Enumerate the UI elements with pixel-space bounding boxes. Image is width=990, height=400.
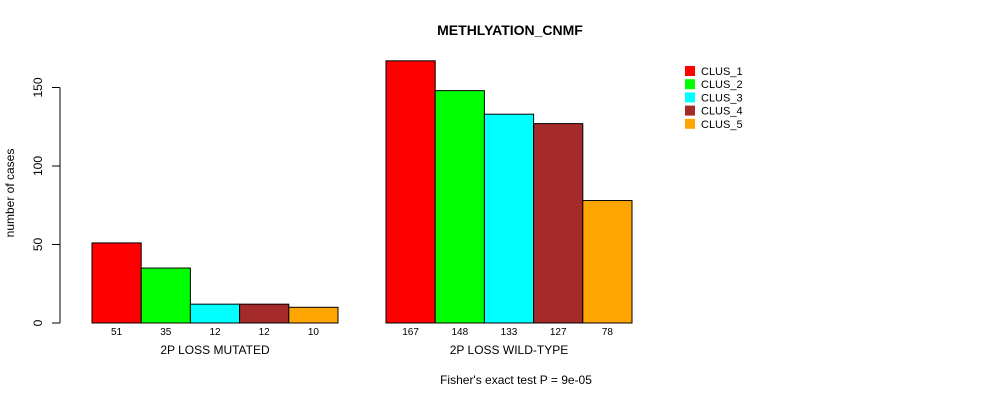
legend-swatch (685, 105, 695, 116)
group-label: 2P LOSS WILD-TYPE (450, 343, 568, 357)
legend-label: CLUS_4 (701, 106, 743, 118)
bars (91, 60, 633, 324)
legend-swatch (685, 92, 695, 103)
bar-value-label: 51 (111, 327, 123, 338)
y-tick-label: 50 (31, 238, 45, 252)
group-labels: 2P LOSS MUTATED 2P LOSS WILD-TYPE (160, 343, 568, 357)
legend-swatch (685, 118, 695, 129)
y-axis: 0 50 100 150 (31, 77, 61, 326)
bar-clus-5-group-1 (288, 306, 339, 324)
bar-value-label: 12 (259, 327, 271, 338)
bar-value-label: 167 (402, 327, 419, 338)
y-axis-label: number of cases (3, 149, 17, 238)
bar-clus-2-group-2 (434, 90, 485, 324)
y-tick-label: 0 (31, 319, 45, 326)
bar-value-label: 127 (550, 327, 567, 338)
bar-clus-1-group-1 (91, 242, 142, 324)
bar-value-label: 148 (451, 327, 468, 338)
bar-clus-2-group-1 (140, 267, 191, 324)
bar-value-label: 78 (602, 327, 614, 338)
bar-clus-3-group-2 (483, 113, 535, 324)
legend-label: CLUS_2 (701, 79, 743, 91)
bar-value-label: 35 (160, 327, 172, 338)
bar-value-labels: 51 35 12 12 10 167 148 133 127 78 (111, 327, 613, 338)
y-tick-label: 150 (31, 77, 45, 97)
bar-clus-4-group-1 (239, 303, 290, 324)
bar-value-label: 133 (501, 327, 518, 338)
bar-clus-3-group-1 (189, 303, 241, 324)
legend-label: CLUS_3 (701, 92, 743, 104)
bar-value-label: 10 (308, 327, 320, 338)
bar-value-label: 12 (209, 327, 221, 338)
legend-label: CLUS_5 (701, 119, 743, 131)
fisher-test-note: Fisher's exact test P = 9e-05 (440, 373, 592, 387)
legend-label: CLUS_1 (701, 66, 743, 78)
legend-swatch (685, 79, 695, 90)
bar-clus-4-group-2 (533, 123, 584, 324)
group-label: 2P LOSS MUTATED (160, 343, 270, 357)
y-tick-label: 100 (31, 156, 45, 176)
chart-title: METHLYATION_CNMF (437, 22, 583, 38)
bar-clus-5-group-2 (582, 200, 633, 324)
bar-clus-1-group-2 (385, 60, 436, 324)
legend-swatch (685, 66, 695, 76)
